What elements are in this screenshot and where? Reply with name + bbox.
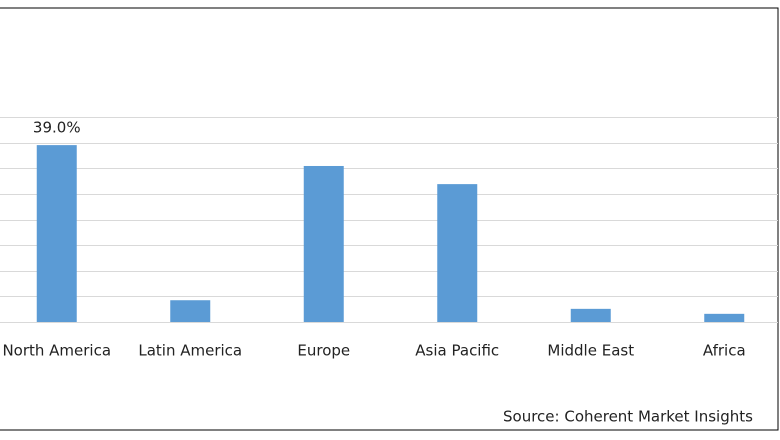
source-note: Source: Coherent Market Insights [503,408,753,426]
bar [170,300,211,322]
chart-frame [0,7,779,431]
plot-area: North America 39.0% Latin America Europe Asi… [0,117,778,360]
bar [570,308,611,322]
x-tick-label: Asia Pacific [415,342,499,360]
x-tick-label: Africa [703,342,746,360]
bar [303,165,344,322]
x-tick-label: Latin America [138,342,242,360]
bar [36,145,77,322]
bar [437,184,478,322]
x-tick-label: North America [2,342,111,360]
x-tick-label: Middle East [547,342,634,360]
data-label: 39.0% [33,119,81,137]
x-tick-label: Europe [297,342,350,360]
bar [704,313,745,322]
